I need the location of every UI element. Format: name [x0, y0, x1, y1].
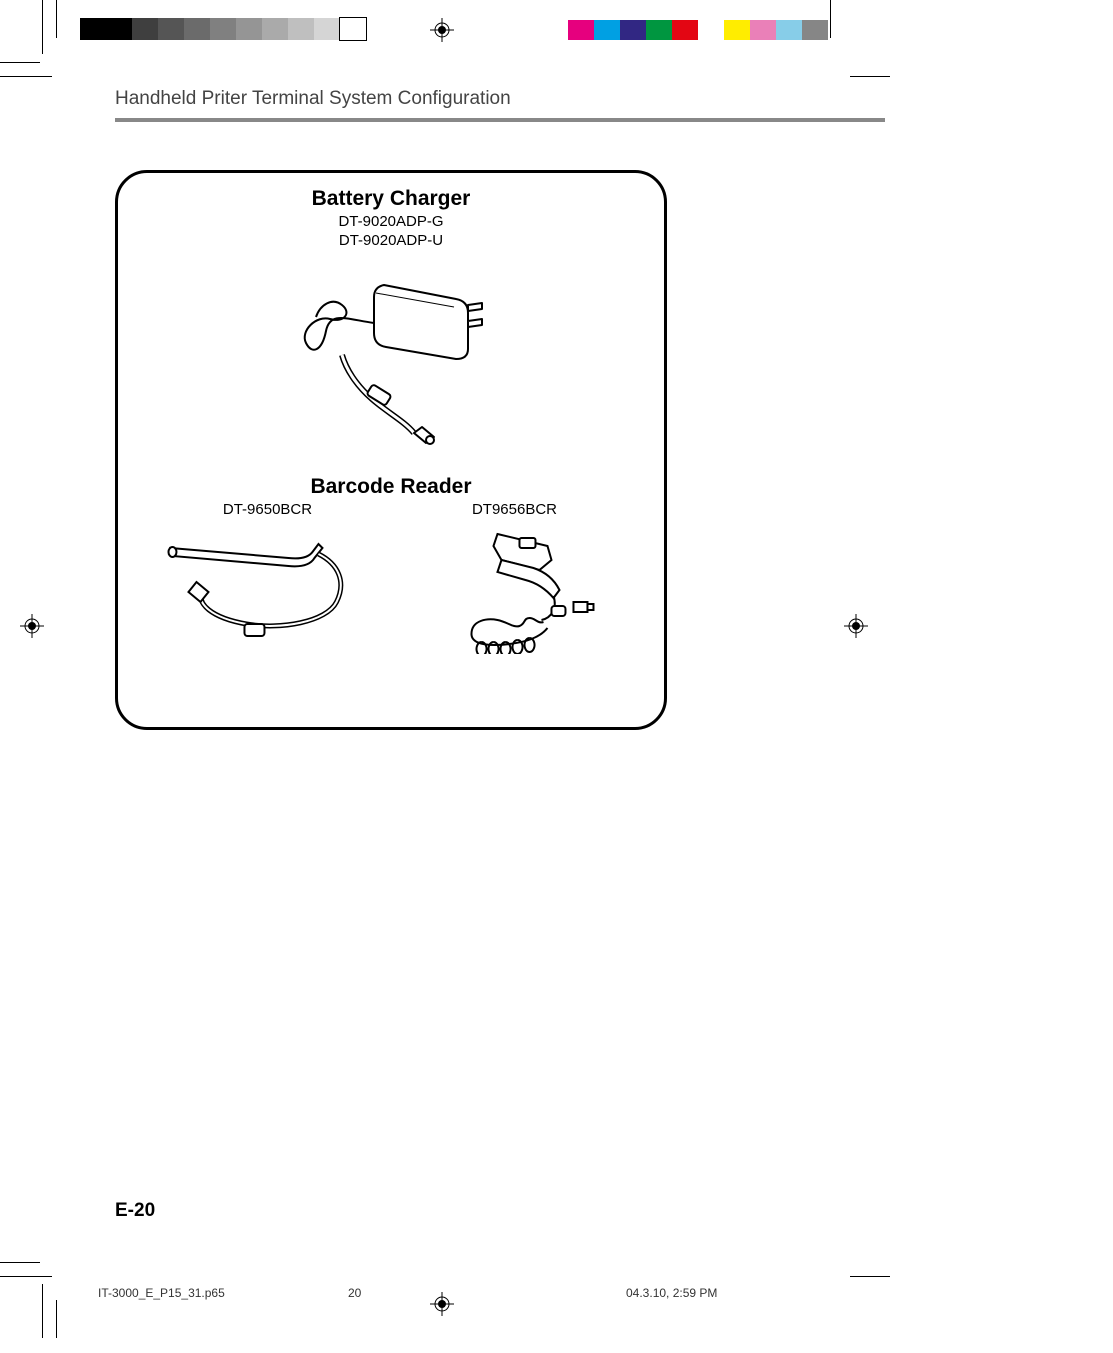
print-color-bars: [0, 18, 1113, 42]
crop-mark: [42, 1284, 43, 1338]
color-swatch: [594, 20, 620, 40]
header-rule: [115, 118, 885, 122]
color-swatch: [80, 18, 106, 40]
color-swatch: [620, 20, 646, 40]
page-number: E-20: [115, 1200, 155, 1222]
color-swatch: [236, 18, 262, 40]
footer-pagenum: 20: [348, 1286, 361, 1300]
registration-mark-icon: [430, 1292, 454, 1316]
color-swatch: [210, 18, 236, 40]
color-swatch: [750, 20, 776, 40]
barcode-wand-illustration: [145, 524, 386, 654]
color-swatch: [106, 18, 132, 40]
accessories-panel: Battery Charger DT-9020ADP-G DT-9020ADP-…: [115, 170, 667, 730]
barcode-title: Barcode Reader: [118, 475, 664, 499]
charger-title: Battery Charger: [118, 187, 664, 211]
crop-mark: [0, 62, 40, 63]
crop-mark: [0, 1262, 40, 1263]
color-swatch: [314, 18, 340, 40]
color-swatch: [158, 18, 184, 40]
color-swatch: [568, 20, 594, 40]
registration-mark-icon: [430, 18, 454, 42]
page-header-title: Handheld Priter Terminal System Configur…: [115, 88, 990, 110]
color-swatch: [262, 18, 288, 40]
charger-model-g: DT-9020ADP-G: [118, 213, 664, 230]
color-swatch: [340, 18, 366, 40]
barcode-gun-illustration: [396, 524, 637, 654]
color-swatch: [802, 20, 828, 40]
color-swatch: [672, 20, 698, 40]
footer-timestamp: 04.3.10, 2:59 PM: [626, 1286, 717, 1300]
barcode-right-model: DT9656BCR: [391, 501, 638, 518]
crop-mark: [0, 1276, 52, 1277]
battery-charger-illustration: [276, 265, 506, 455]
crop-mark: [56, 1300, 57, 1338]
color-swatch: [646, 20, 672, 40]
color-swatch: [184, 18, 210, 40]
color-swatch: [698, 20, 724, 40]
color-swatch: [724, 20, 750, 40]
footer-filename: IT-3000_E_P15_31.p65: [98, 1286, 225, 1300]
color-swatch: [288, 18, 314, 40]
crop-mark: [0, 76, 52, 77]
color-swatch: [776, 20, 802, 40]
crop-mark: [850, 1276, 890, 1277]
crop-mark: [850, 76, 890, 77]
barcode-left-model: DT-9650BCR: [144, 501, 391, 518]
registration-mark-icon: [20, 614, 44, 638]
color-swatch: [132, 18, 158, 40]
charger-model-u: DT-9020ADP-U: [118, 232, 664, 249]
